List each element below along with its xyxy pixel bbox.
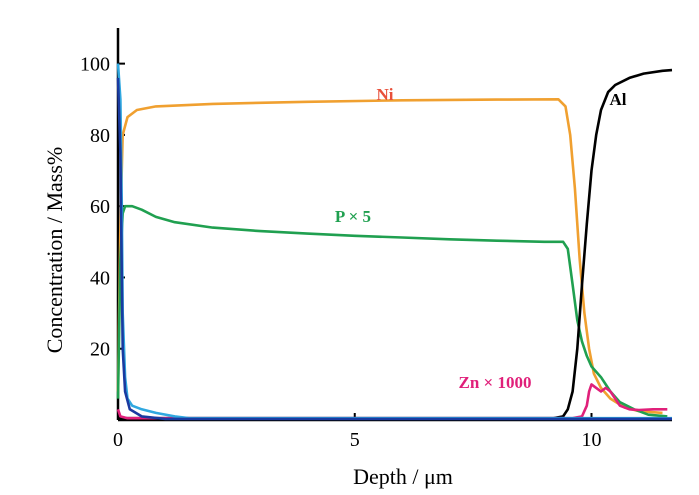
x-tick-label: 10 [582,429,602,451]
series-label-3: Zn × 1000 [459,373,532,392]
y-tick-label: 40 [90,267,110,289]
y-axis-title: Concentration / Mass% [42,147,67,354]
series-line-5 [116,77,672,421]
series-labels: Ni P × 5 Al Zn × 1000 [335,85,627,392]
y-tick-label: 100 [80,54,110,76]
series-line-3 [116,383,668,420]
series-line-0 [116,98,663,415]
x-tick-label: 5 [350,429,360,451]
series-line-2 [118,68,673,420]
series-label-2: Al [610,90,627,109]
series-label-0: Ni [377,85,394,104]
x-tick-label: 0 [113,429,123,451]
series-line-1 [116,204,668,418]
series-lines [116,63,673,421]
tick-labels: 0 5 10 20 40 60 80 100 [80,54,602,451]
y-tick-label: 80 [90,125,110,147]
y-tick-label: 60 [90,196,110,218]
series-line-4 [116,63,672,420]
series-label-1: P × 5 [335,207,371,226]
y-tick-label: 20 [90,339,110,361]
x-axis-title: Depth / μm [353,464,453,489]
